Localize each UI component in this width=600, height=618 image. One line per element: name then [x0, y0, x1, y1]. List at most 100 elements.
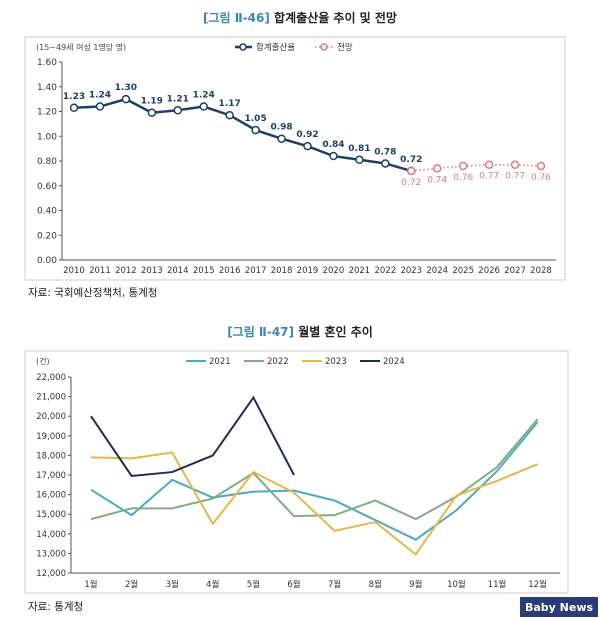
x-tick-label: 2018 — [271, 266, 293, 276]
data-point — [303, 141, 312, 151]
x-tick-label: 2월 — [125, 579, 138, 590]
chart-title: [그림 Ⅱ-47] 월별 혼인 추이 — [227, 324, 373, 339]
data-point — [355, 155, 364, 165]
x-tick-label: 8월 — [369, 579, 382, 590]
data-label: 0.74 — [427, 175, 447, 185]
x-tick-label: 2025 — [452, 266, 474, 276]
data-label: 1.05 — [245, 114, 267, 124]
legend-label: 전망 — [337, 42, 353, 53]
x-tick-label: 2023 — [400, 266, 422, 276]
y-tick-label: 19,000 — [36, 432, 66, 442]
y-tick-label: 0.80 — [37, 157, 57, 167]
y-axis-unit: (건) — [36, 356, 50, 366]
data-label: 0.84 — [322, 140, 344, 150]
y-tick-label: 1.20 — [37, 108, 57, 118]
data-point — [173, 106, 183, 115]
data-point — [536, 161, 546, 171]
data-point — [510, 160, 520, 169]
x-tick-label: 5월 — [247, 579, 260, 590]
data-point — [407, 166, 416, 176]
legend-label: 합계출산율 — [256, 42, 295, 53]
y-tick-label: 13,000 — [36, 549, 66, 559]
y-tick-label: 14,000 — [36, 530, 66, 540]
logo-text: Baby News — [525, 601, 594, 614]
y-tick-label: 1.40 — [37, 83, 57, 93]
series-line-2022 — [90, 418, 539, 521]
x-tick-label: 2026 — [478, 266, 500, 276]
data-label: 0.78 — [374, 147, 396, 157]
y-tick-label: 16,000 — [36, 491, 66, 501]
x-tick-label: 2014 — [167, 266, 189, 276]
series-line-2024 — [90, 395, 295, 478]
data-point — [277, 134, 286, 143]
data-label: 0.77 — [479, 172, 499, 182]
data-label: 0.98 — [270, 123, 292, 133]
x-tick-label: 7월 — [328, 579, 341, 590]
data-label: 1.19 — [141, 97, 163, 107]
x-tick-label: 2011 — [89, 266, 111, 276]
x-tick-label: 2020 — [323, 266, 345, 276]
x-tick-label: 12월 — [528, 579, 547, 590]
logo-background — [520, 597, 598, 617]
data-point — [251, 125, 260, 135]
x-tick-label: 2016 — [219, 266, 241, 276]
data-label: 0.76 — [531, 173, 551, 183]
x-tick-label: 2013 — [141, 266, 163, 276]
data-point — [484, 160, 494, 169]
legend-marker — [239, 43, 247, 51]
y-tick-label: 0.40 — [37, 207, 57, 217]
data-point — [69, 103, 79, 113]
y-tick-label: 15,000 — [36, 510, 66, 520]
chart-monthly-marriages: [그림 Ⅱ-47] 월별 혼인 추이 (건) 12,000 13,000 14,000 1… — [24, 324, 569, 613]
series-line-2021 — [90, 421, 539, 541]
source-note: 자료: 국회예산정책처, 통계청 — [28, 286, 157, 299]
legend-label: 2024 — [383, 357, 405, 367]
x-tick-label: 2019 — [297, 266, 319, 276]
data-point — [458, 161, 468, 171]
y-tick-label: 21,000 — [36, 393, 66, 403]
x-tick-label: 2022 — [375, 266, 397, 276]
x-tick-label: 2012 — [115, 266, 137, 276]
x-tick-label: 2021 — [349, 266, 371, 276]
series-line-합계출산율 — [73, 97, 412, 173]
data-point — [95, 102, 105, 111]
data-point — [432, 164, 442, 173]
chart-frame — [24, 350, 569, 594]
x-tick-label: 2028 — [530, 266, 552, 276]
data-label: 1.30 — [115, 83, 137, 93]
data-point — [225, 110, 234, 120]
data-label: 0.81 — [348, 144, 370, 154]
data-point — [199, 102, 208, 111]
x-tick-label: 11월 — [488, 579, 507, 590]
y-tick-label: 1.00 — [37, 132, 57, 142]
data-label: 0.77 — [505, 172, 525, 182]
data-label: 1.23 — [63, 92, 85, 102]
y-tick-label: 1.60 — [37, 58, 57, 68]
data-point — [381, 159, 390, 168]
data-label: 0.92 — [296, 130, 318, 140]
legend-label: 2023 — [325, 357, 347, 367]
y-tick-label: 12,000 — [36, 569, 66, 579]
legend-label: 2022 — [267, 357, 289, 367]
data-label: 0.76 — [453, 173, 473, 183]
data-label: 1.21 — [167, 94, 189, 104]
series-line-2023 — [90, 451, 538, 556]
chart-title: [그림 Ⅱ-46] 합계출산율 추이 및 전망 — [203, 10, 397, 25]
data-label: 1.24 — [193, 91, 215, 101]
x-tick-label: 2027 — [504, 266, 526, 276]
y-tick-label: 18,000 — [36, 451, 66, 461]
x-tick-label: 1월 — [84, 579, 97, 590]
x-tick-label: 2017 — [245, 266, 267, 276]
legend-marker — [320, 43, 328, 51]
chart-fertility-rate: [그림 Ⅱ-46] 합계출산율 추이 및 전망 (15~49세 여성 1명당 명)… — [24, 10, 566, 299]
x-tick-label: 10월 — [447, 579, 466, 590]
data-label: 1.17 — [219, 99, 241, 109]
series-line-전망 — [411, 163, 542, 172]
data-label: 1.24 — [89, 91, 111, 101]
x-tick-label: 4월 — [206, 579, 219, 590]
x-tick-label: 2024 — [426, 266, 448, 276]
data-point — [121, 94, 131, 104]
data-label: 0.72 — [400, 155, 422, 165]
x-tick-label: 2010 — [63, 266, 85, 276]
